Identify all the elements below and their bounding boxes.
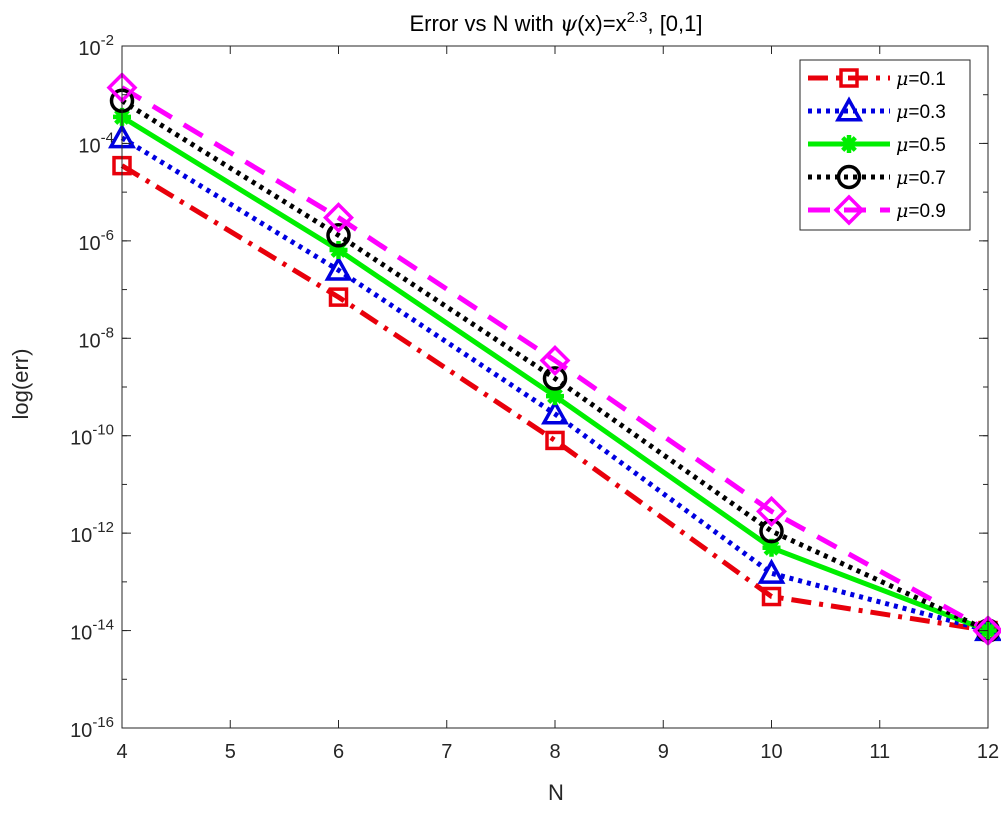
y-tick-label: 10-8 <box>78 324 114 352</box>
y-tick-label: 10-6 <box>78 227 114 255</box>
x-tick-label: 9 <box>658 741 669 763</box>
x-tick-label: 4 <box>116 741 127 763</box>
legend: μ=0.1 μ=0.3 μ=0.5 μ=0.7 μ=0.9 <box>800 60 970 230</box>
y-tick-label: 10-10 <box>70 422 114 450</box>
y-tick-label: 10-4 <box>78 129 114 157</box>
legend-label: μ=0.7 <box>896 167 946 189</box>
y-tick-label: 10-2 <box>78 32 114 60</box>
x-tick-label: 8 <box>549 741 560 763</box>
y-axis-label: log(err) <box>8 349 33 420</box>
chart-title: Error vs N with ψ(x)=x2.3, [0,1] <box>409 9 702 37</box>
y-tick-label: 10-14 <box>70 617 114 645</box>
legend-label: μ=0.9 <box>896 200 946 222</box>
x-axis-label: N <box>548 780 564 805</box>
legend-label: μ=0.1 <box>896 68 946 90</box>
legend-label: μ=0.5 <box>896 134 946 156</box>
x-tick-label: 5 <box>225 741 236 763</box>
x-tick-label: 7 <box>441 741 452 763</box>
data-marker-asterisk <box>840 135 858 153</box>
y-tick-label: 10-12 <box>70 519 114 547</box>
x-tick-label: 10 <box>760 741 782 763</box>
x-tick-label: 12 <box>977 741 999 763</box>
x-tick-label: 11 <box>869 741 890 763</box>
legend-label: μ=0.3 <box>896 101 946 123</box>
y-tick-label: 10-16 <box>70 714 114 742</box>
x-tick-label: 6 <box>333 741 344 763</box>
